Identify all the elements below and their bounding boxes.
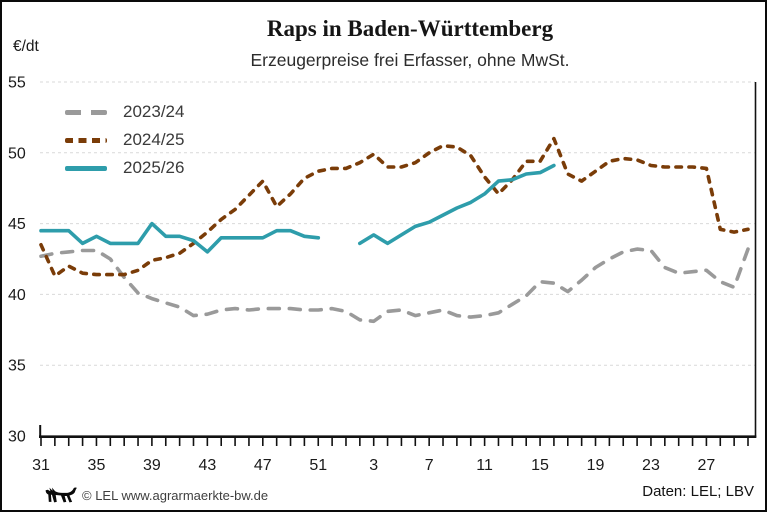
x-tick-label: 39: [143, 457, 161, 474]
legend-item-2023-24: 2023/24: [65, 98, 184, 126]
series-line-2023-24: [39, 247, 750, 324]
y-tick-label: 30: [8, 429, 26, 446]
x-tick-label: 35: [88, 457, 106, 474]
x-tick-label: 19: [587, 457, 605, 474]
y-tick-label: 45: [8, 216, 26, 233]
legend-swatch-2025-26-icon: [65, 165, 107, 171]
legend-label-2023-24: 2023/24: [123, 102, 185, 121]
footer-credit: © LEL www.agrarmaerkte-bw.de: [82, 488, 269, 503]
y-tick-label: 35: [8, 358, 26, 375]
y-axis-unit-label: €/dt: [13, 38, 39, 55]
legend: 2023/24 2024/25 2025/26: [65, 98, 184, 182]
legend-swatch-2023-24-icon: [65, 109, 107, 115]
x-tick-label: 31: [32, 457, 50, 474]
x-tick-label: 27: [698, 457, 716, 474]
footer-source: Daten: LEL; LBV: [642, 483, 754, 500]
x-tick-label: 3: [369, 457, 378, 474]
bw-lion-icon: [45, 487, 77, 503]
x-tick-label: 51: [309, 457, 327, 474]
legend-item-2024-25: 2024/25: [65, 126, 184, 154]
x-tick-label: 43: [198, 457, 216, 474]
y-tick-label: 55: [8, 75, 26, 92]
x-tick-label: 47: [254, 457, 272, 474]
chart-subtitle: Erzeugerpreise frei Erfasser, ohne MwSt.: [250, 50, 570, 70]
page-title: Raps in Baden-Württemberg: [57, 15, 763, 43]
series-line-2025-26: [39, 163, 556, 254]
x-tick-label: 15: [531, 457, 549, 474]
chart-title-text: Raps in Baden-Württemberg: [266, 16, 554, 41]
x-tick-label: 23: [642, 457, 660, 474]
x-tick-label: 11: [476, 457, 493, 474]
y-tick-label: 50: [8, 145, 26, 162]
x-tick-label: 7: [425, 457, 434, 474]
legend-item-2025-26: 2025/26: [65, 154, 184, 182]
legend-swatch-2024-25-icon: [65, 137, 107, 143]
legend-label-2025-26: 2025/26: [123, 158, 185, 177]
y-tick-label: 40: [8, 287, 26, 304]
legend-label-2024-25: 2024/25: [123, 130, 185, 149]
series-line-2024-25: [39, 136, 750, 278]
